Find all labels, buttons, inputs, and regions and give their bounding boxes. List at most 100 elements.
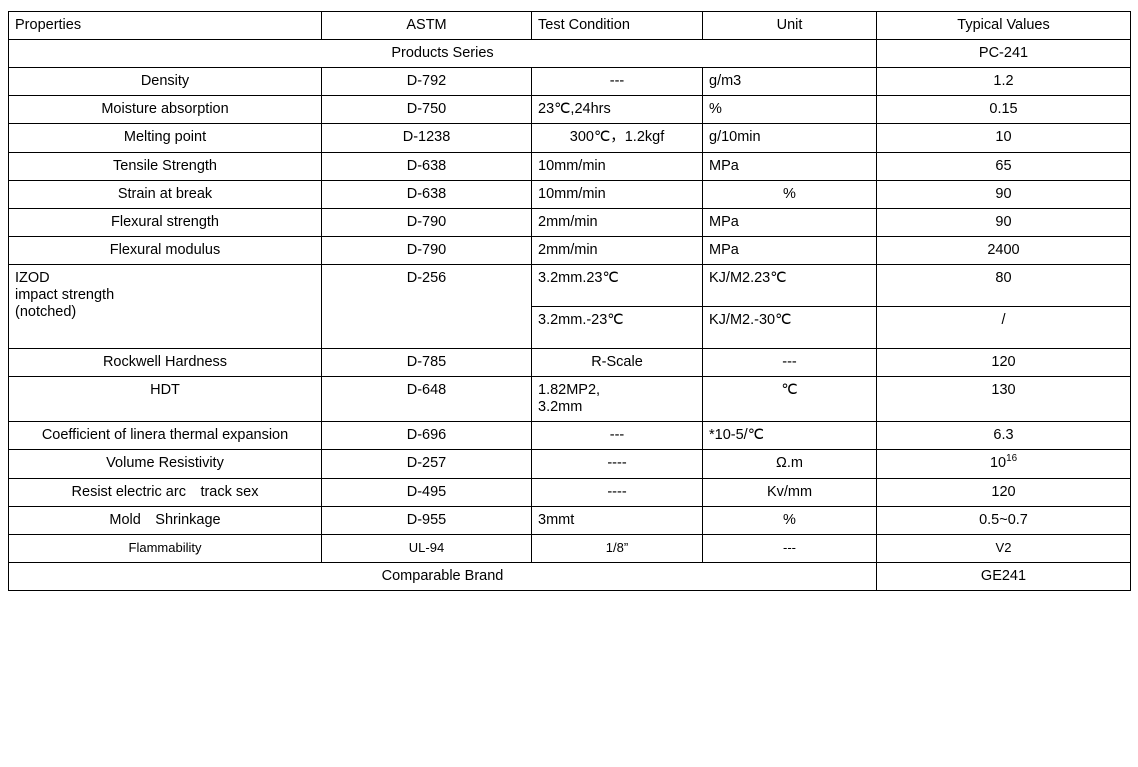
- astm-resist-electric-arc-track: D-495: [321, 477, 532, 507]
- astm-izod-impact-strength: D-256: [321, 263, 532, 349]
- value-izod-minus23c: /: [876, 305, 1131, 349]
- table-row: HDT D-648 1.82MP2, 3.2mm ℃ 130: [8, 376, 1131, 423]
- property-flammability: Flammability: [8, 533, 322, 563]
- property-resist-electric-arc-track: Resist electric arc track sex: [8, 477, 322, 507]
- column-header-test-condition: Test Condition: [531, 10, 703, 41]
- unit-melting-point: g/10min: [702, 123, 877, 153]
- products-series-label: Products Series: [8, 39, 877, 69]
- column-header-properties: Properties: [8, 10, 322, 41]
- astm-flexural-strength: D-790: [321, 207, 532, 237]
- condition-flexural-modulus: 2mm/min: [531, 235, 703, 265]
- table-row: Mold Shrinkage D-955 3mmt % 0.5~0.7: [8, 505, 1131, 535]
- astm-flammability: UL-94: [321, 533, 532, 563]
- table-row: IZOD impact strength (notched) D-256 3.2…: [8, 263, 1131, 349]
- table-row: Strain at break D-638 10mm/min % 90: [8, 179, 1131, 209]
- astm-thermal-expansion-coefficient: D-696: [321, 421, 532, 451]
- astm-tensile-strength: D-638: [321, 151, 532, 181]
- property-izod-impact-strength: IZOD impact strength (notched): [8, 263, 322, 349]
- property-melting-point: Melting point: [8, 123, 322, 153]
- property-mold-shrinkage: Mold Shrinkage: [8, 505, 322, 535]
- condition-izod-minus23c: 3.2mm.-23℃: [531, 305, 703, 349]
- condition-hdt: 1.82MP2, 3.2mm: [531, 376, 703, 423]
- value-moisture-absorption: 0.15: [876, 95, 1131, 125]
- table-row: Flammability UL-94 1/8” --- V2: [8, 533, 1131, 563]
- table-row: Tensile Strength D-638 10mm/min MPa 65: [8, 151, 1131, 181]
- table-row: Rockwell Hardness D-785 R-Scale --- 120: [8, 347, 1131, 378]
- value-flexural-strength: 90: [876, 207, 1131, 237]
- unit-moisture-absorption: %: [702, 95, 877, 125]
- unit-volume-resistivity: Ω.m: [702, 449, 877, 479]
- astm-volume-resistivity: D-257: [321, 449, 532, 479]
- unit-rockwell-hardness: ---: [702, 347, 877, 378]
- astm-density: D-792: [321, 67, 532, 97]
- unit-thermal-expansion-coefficient: *10-5/℃: [702, 421, 877, 451]
- value-resist-electric-arc-track: 120: [876, 477, 1131, 507]
- unit-izod-minus23c: KJ/M2.-30℃: [702, 305, 877, 349]
- value-hdt: 130: [876, 376, 1131, 423]
- value-mold-shrinkage: 0.5~0.7: [876, 505, 1131, 535]
- value-flexural-modulus: 2400: [876, 235, 1131, 265]
- property-thermal-expansion-coefficient: Coefficient of linera thermal expansion: [8, 421, 322, 451]
- value-rockwell-hardness: 120: [876, 347, 1131, 378]
- unit-flexural-modulus: MPa: [702, 235, 877, 265]
- property-hdt: HDT: [8, 376, 322, 423]
- condition-resist-electric-arc-track: ----: [531, 477, 703, 507]
- astm-hdt: D-648: [321, 376, 532, 423]
- condition-rockwell-hardness: R-Scale: [531, 347, 703, 378]
- table-row: Coefficient of linera thermal expansion …: [8, 421, 1131, 451]
- comparable-brand-label: Comparable Brand: [8, 561, 877, 591]
- column-header-astm: ASTM: [321, 10, 532, 41]
- unit-mold-shrinkage: %: [702, 505, 877, 535]
- astm-mold-shrinkage: D-955: [321, 505, 532, 535]
- condition-flammability: 1/8”: [531, 533, 703, 563]
- unit-izod-23c: KJ/M2.23℃: [702, 263, 877, 307]
- material-properties-table: Properties ASTM Test Condition Unit Typi…: [8, 10, 1131, 591]
- table-header-row: Properties ASTM Test Condition Unit Typi…: [8, 10, 1131, 41]
- table-row: Flexural modulus D-790 2mm/min MPa 2400: [8, 235, 1131, 265]
- value-melting-point: 10: [876, 123, 1131, 153]
- value-volume-resistivity-exponent: 16: [1006, 453, 1018, 465]
- table-row: Melting point D-1238 300℃，1.2kgf g/10min…: [8, 123, 1131, 153]
- table-row: Moisture absorption D-750 23℃,24hrs % 0.…: [8, 95, 1131, 125]
- value-density: 1.2: [876, 67, 1131, 97]
- condition-thermal-expansion-coefficient: ---: [531, 421, 703, 451]
- astm-melting-point: D-1238: [321, 123, 532, 153]
- table-row-products-series: Products Series PC-241: [8, 39, 1131, 69]
- condition-izod-23c: 3.2mm.23℃: [531, 263, 703, 307]
- column-header-typical-values: Typical Values: [876, 10, 1131, 41]
- condition-volume-resistivity: ----: [531, 449, 703, 479]
- property-flexural-modulus: Flexural modulus: [8, 235, 322, 265]
- value-tensile-strength: 65: [876, 151, 1131, 181]
- astm-rockwell-hardness: D-785: [321, 347, 532, 378]
- table-row: Flexural strength D-790 2mm/min MPa 90: [8, 207, 1131, 237]
- comparable-brand-value: GE241: [876, 561, 1131, 591]
- unit-flexural-strength: MPa: [702, 207, 877, 237]
- astm-flexural-modulus: D-790: [321, 235, 532, 265]
- value-flammability: V2: [876, 533, 1131, 563]
- condition-density: ---: [531, 67, 703, 97]
- unit-flammability: ---: [702, 533, 877, 563]
- unit-hdt: ℃: [702, 376, 877, 423]
- property-strain-at-break: Strain at break: [8, 179, 322, 209]
- table-row: 3.2mm.-23℃ KJ/M2.-30℃ /: [9, 305, 1131, 349]
- table-row: Density D-792 --- g/m3 1.2: [8, 67, 1131, 97]
- value-izod-23c: 80: [876, 263, 1131, 307]
- property-flexural-strength: Flexural strength: [8, 207, 322, 237]
- condition-melting-point: 300℃，1.2kgf: [531, 123, 703, 153]
- unit-resist-electric-arc-track: Kv/mm: [702, 477, 877, 507]
- unit-tensile-strength: MPa: [702, 151, 877, 181]
- property-density: Density: [8, 67, 322, 97]
- table-row: Volume Resistivity D-257 ---- Ω.m 1016: [8, 449, 1131, 479]
- column-header-unit: Unit: [702, 10, 877, 41]
- condition-tensile-strength: 10mm/min: [531, 151, 703, 181]
- property-tensile-strength: Tensile Strength: [8, 151, 322, 181]
- condition-strain-at-break: 10mm/min: [531, 179, 703, 209]
- unit-density: g/m3: [702, 67, 877, 97]
- value-volume-resistivity-base: 10: [989, 455, 1007, 472]
- condition-flexural-strength: 2mm/min: [531, 207, 703, 237]
- astm-strain-at-break: D-638: [321, 179, 532, 209]
- value-volume-resistivity: 1016: [876, 449, 1131, 479]
- property-volume-resistivity: Volume Resistivity: [8, 449, 322, 479]
- table-row-comparable-brand: Comparable Brand GE241: [8, 561, 1131, 591]
